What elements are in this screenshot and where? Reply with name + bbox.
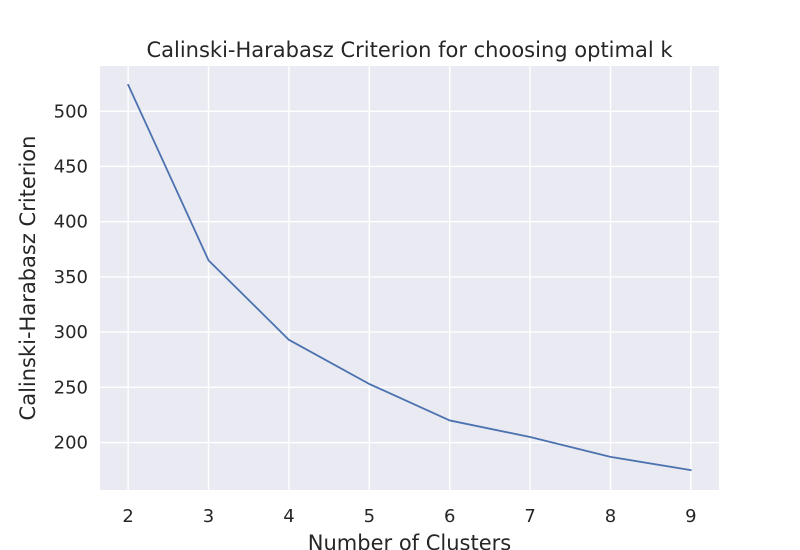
x-tick-label: 8 (605, 506, 616, 527)
x-tick-label: 7 (524, 506, 535, 527)
y-tick-label: 200 (54, 433, 88, 454)
y-gridlines (100, 110, 719, 444)
chart-title: Calinski-Harabasz Criterion for choosing… (146, 38, 673, 62)
y-tick-label: 400 (54, 212, 88, 233)
y-tick-labels: 200 250 300 350 400 450 500 (54, 101, 88, 453)
y-tick-label: 450 (54, 156, 88, 177)
series-line (127, 83, 692, 472)
x-tick-labels: 2 3 4 5 6 7 8 9 (122, 506, 696, 527)
x-tick-label: 3 (203, 506, 214, 527)
x-axis-label: Number of Clusters (308, 531, 511, 550)
y-tick-label: 500 (54, 101, 88, 122)
x-tick-label: 9 (685, 506, 696, 527)
y-axis-label: Calinski-Harabasz Criterion (16, 136, 40, 421)
x-tick-label: 2 (122, 506, 133, 527)
x-gridlines (127, 66, 692, 490)
x-tick-label: 4 (283, 506, 294, 527)
plot-area (100, 66, 719, 490)
series-group (127, 83, 692, 472)
x-tick-label: 5 (364, 506, 375, 527)
x-tick-label: 6 (444, 506, 455, 527)
y-tick-label: 250 (54, 377, 88, 398)
y-tick-label: 350 (54, 267, 88, 288)
y-tick-label: 300 (54, 322, 88, 343)
